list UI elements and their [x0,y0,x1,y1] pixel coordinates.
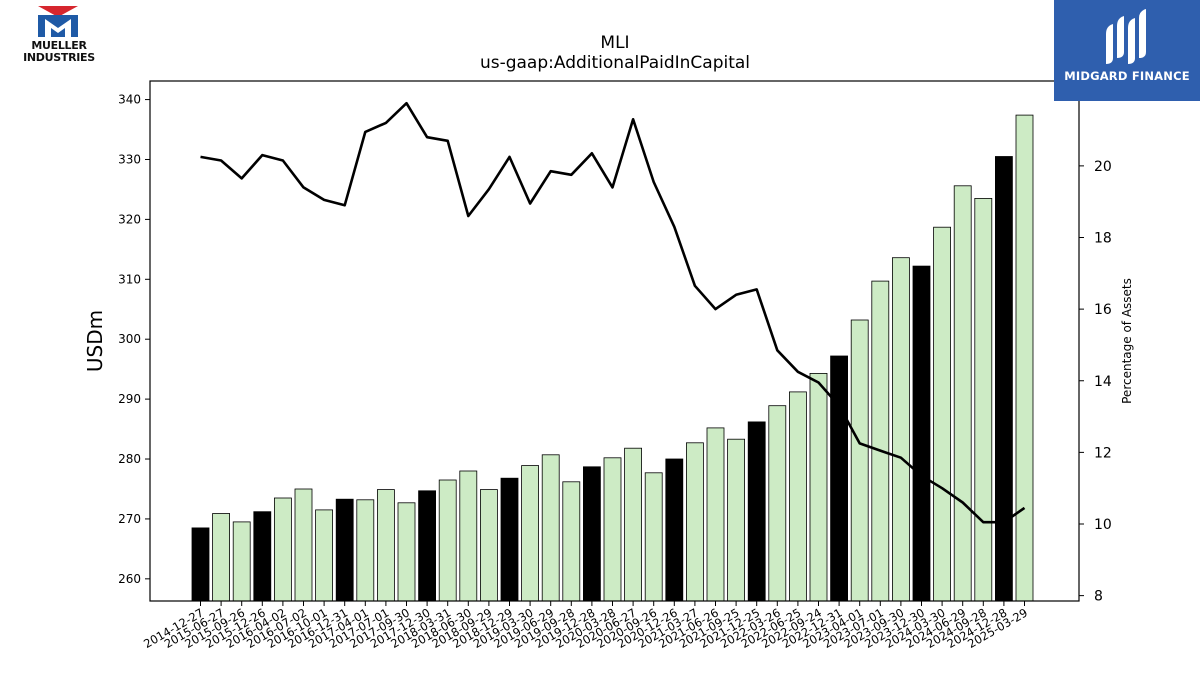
bar-2022-03-26 [768,405,787,602]
bar-2023-12-30 [912,265,931,602]
bar-2022-12-31 [830,355,848,602]
company-logo: MUELLER INDUSTRIES [18,6,100,66]
midgard-logo-icon [1106,9,1146,64]
bar-2020-09-26 [644,472,663,602]
bar-2024-12-28 [995,156,1013,602]
bar-2019-03-30 [521,465,539,602]
bar-2025-03-29 [1015,114,1034,602]
bar-2023-04-01 [850,319,869,602]
bar-2021-12-25 [747,421,766,602]
company-name-line1: MUELLER [31,39,87,52]
bar-2020-12-26 [665,458,684,602]
bar-2019-12-28 [583,466,601,602]
company-name-line2: INDUSTRIES [23,51,95,64]
y-axis-label: USDm [83,310,107,372]
bar-2015-06-27 [212,513,231,602]
y-tick-label: 310 [118,272,141,286]
bar-2018-12-29 [500,477,519,602]
bars-layer [191,114,1034,602]
chart-subtitle: us-gaap:AdditionalPaidInCapital [480,53,750,73]
y2-tick-label: 18 [1094,231,1112,247]
y-tick-label: 340 [118,93,141,107]
right-axis-ticks: 8 10 12 14 16 18 20 [1079,159,1112,605]
bar-2021-06-26 [706,427,725,602]
y2-axis-label: Percentage of Assets [1120,278,1134,404]
bar-2016-12-31 [335,498,354,602]
chart-title: MLI [600,33,629,53]
mueller-logo-icon [38,6,78,37]
y2-tick-label: 10 [1094,517,1112,533]
y-tick-label: 260 [118,572,141,586]
bar-2022-09-24 [809,372,828,602]
bar-2024-09-28 [974,197,993,602]
bar-2018-09-29 [479,489,498,602]
bar-2024-03-30 [933,226,951,602]
y-tick-label: 270 [118,512,141,526]
y-tick-label: 330 [118,152,141,166]
y-tick-label: 280 [118,452,141,466]
y-tick-label: 290 [118,392,141,406]
bar-2019-09-28 [562,481,581,602]
bar-2017-09-30 [397,502,416,602]
bar-2023-07-01 [871,280,890,602]
left-axis-ticks: 260 270 280 290 300 310 320 330 340 [118,93,150,586]
y2-tick-label: 8 [1094,589,1103,605]
bar-2022-06-25 [789,391,807,602]
brand-logo: MIDGARD FINANCE [1054,0,1200,101]
bar-2016-07-02 [294,488,313,602]
bar-2017-04-01 [356,499,375,602]
y2-tick-label: 20 [1094,159,1112,175]
bar-2018-06-30 [459,470,478,602]
bar-2017-07-01 [376,489,395,602]
y2-tick-label: 12 [1094,445,1112,461]
bar-2017-12-30 [418,490,437,602]
y2-tick-label: 16 [1094,302,1112,318]
company-name: MUELLER INDUSTRIES [18,40,100,64]
bar-2024-06-29 [953,185,972,602]
bar-2015-12-26 [253,511,272,602]
bar-2018-03-31 [438,479,457,602]
y2-tick-label: 14 [1094,374,1112,390]
y-tick-label: 320 [118,212,141,226]
percentage-line [200,101,1026,524]
bar-2016-10-01 [315,509,334,602]
bar-2014-12-27 [191,527,210,602]
bar-2020-06-27 [624,447,642,602]
bar-2016-04-02 [273,497,292,602]
bar-2019-06-29 [541,454,560,602]
plot-frame [149,80,1080,602]
x-axis-ticks: 2014-12-272015-06-272015-09-262015-12-26… [141,601,1030,651]
bar-2015-09-26 [232,521,251,602]
y-tick-label: 300 [118,332,141,346]
brand-name: MIDGARD FINANCE [1064,69,1190,83]
bar-2023-09-30 [892,257,910,602]
bar-2020-03-28 [603,457,622,602]
bar-2021-09-25 [727,438,745,602]
bar-2021-03-27 [686,442,704,602]
